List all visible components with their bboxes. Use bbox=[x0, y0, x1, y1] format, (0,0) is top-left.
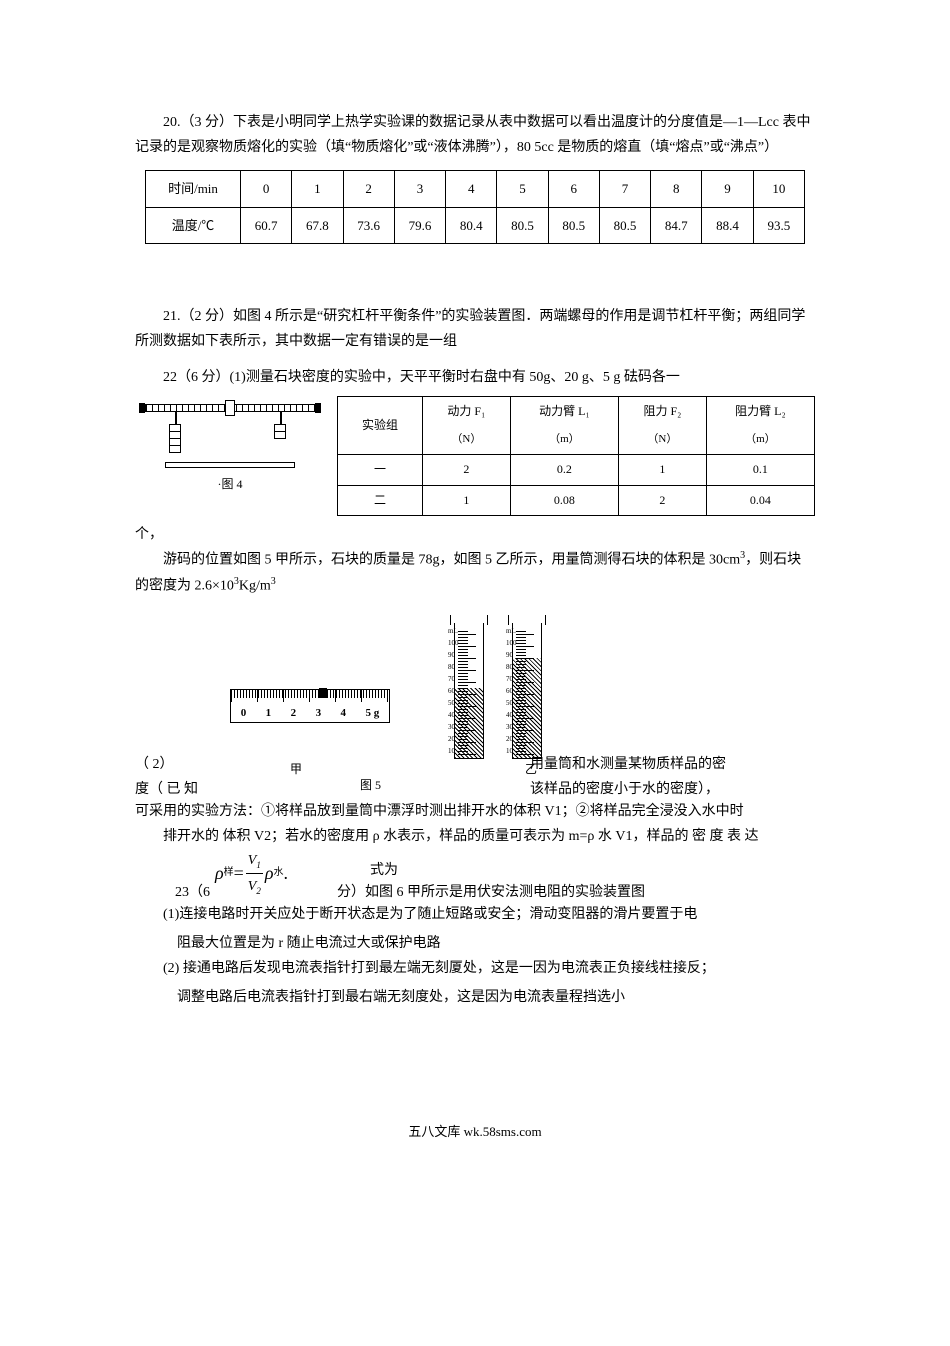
cell: 0.04 bbox=[706, 485, 814, 516]
row2-header: 温度/℃ bbox=[146, 207, 241, 243]
q22-para4: 排开水的 体积 V2；若水的密度用 ρ 水表示，样品的质量可表示为 m=ρ 水 … bbox=[135, 824, 815, 849]
cell: 3 bbox=[394, 171, 445, 207]
cell: 2 bbox=[343, 171, 394, 207]
q23-start: 23（6 分）如图 6 甲所示是用伏安法测电阻的实验装置图 bbox=[175, 880, 645, 905]
h4-bot: （N） bbox=[618, 426, 706, 454]
table-row: 一 2 0.2 1 0.1 bbox=[338, 455, 815, 486]
ruler-labels: 0 1 2 3 4 5 g bbox=[231, 704, 389, 724]
cell: 5 bbox=[497, 171, 548, 207]
cell: 8 bbox=[651, 171, 702, 207]
q20-text: 20.（3 分）下表是小明同学上热学实验课的数据记录从表中数据可以看出温度计的分… bbox=[135, 110, 815, 160]
lever-diagram: ·图 4 bbox=[135, 396, 325, 496]
cell: 二 bbox=[338, 485, 423, 516]
formula-line: ρ 样 = V1 V2 ρ 水 . 式为 23（6 分）如图 6 甲所示是用伏安… bbox=[135, 854, 815, 902]
cylinder-1: mL 100 90 80 70 60 50 40 30 20 10 bbox=[450, 609, 488, 759]
cylinder-group: mL 100 90 80 70 60 50 40 30 20 10 mL 100… bbox=[450, 609, 546, 759]
q23a: 23（6 bbox=[175, 885, 210, 900]
cell: 4 bbox=[446, 171, 497, 207]
degree-line: 度（ 已 知 bbox=[135, 782, 198, 797]
fig5-caption: 图 5 bbox=[360, 775, 381, 797]
table-row: 时间/min 0 1 2 3 4 5 6 7 8 9 10 bbox=[146, 171, 805, 207]
ruler-label: 0 bbox=[241, 704, 247, 724]
q21-text: 21.（2 分）如图 4 所示是“研究杠杆平衡条件”的实验装置图．两端螺母的作用… bbox=[135, 304, 815, 354]
cell: 1 bbox=[292, 171, 343, 207]
para2c: Kg/m bbox=[239, 579, 271, 594]
ruler-label: 5 g bbox=[365, 704, 379, 724]
right-wrap: 用量筒和水测量某物质样品的密 该样品的密度小于水的密度）， bbox=[530, 752, 830, 802]
q23-p1: (1)连接电路时开关应处于断开状态是为了随止短路或安全；滑动变阻器的滑片要置于电 bbox=[135, 902, 815, 927]
table-row: 实验组 动力 F₁ 动力臂 L₁ 阻力 F₂ 阻力臂 L₂ bbox=[338, 396, 815, 426]
cell: 84.7 bbox=[651, 207, 702, 243]
ruler-label: 1 bbox=[266, 704, 272, 724]
cell: 80.4 bbox=[446, 207, 497, 243]
right2a: 用量筒和水测量某物质样品的密 bbox=[530, 757, 726, 772]
left2-text: （ 2） 度（ 已 知 bbox=[135, 752, 198, 802]
cell: 88.4 bbox=[702, 207, 753, 243]
h2-top: 动力 F₁ bbox=[422, 396, 510, 426]
cell: 0.1 bbox=[706, 455, 814, 486]
left2: （ 2） bbox=[135, 757, 174, 772]
ruler-label: 4 bbox=[341, 704, 347, 724]
para2a: 游码的位置如图 5 甲所示，石块的质量是 78g，如图 5 乙所示，用量筒测得石… bbox=[163, 553, 740, 568]
cell: 2 bbox=[618, 485, 706, 516]
lever-table: 实验组 动力 F₁ 动力臂 L₁ 阻力 F₂ 阻力臂 L₂ （N） （m） （N… bbox=[337, 396, 815, 517]
footer: 五八文库 wk.58sms.com bbox=[135, 1120, 815, 1143]
cyl-scale-labels: mL 100 90 80 70 60 50 40 30 20 10 bbox=[448, 625, 459, 757]
cell: 0.08 bbox=[510, 485, 618, 516]
q23-p1-cont: 阻最大位置是为 r 随止电流过大或保护电路 bbox=[135, 931, 815, 956]
cell: 0 bbox=[241, 171, 292, 207]
ruler-label: 2 bbox=[291, 704, 297, 724]
ge-text: 个， bbox=[135, 522, 815, 547]
cell: 1 bbox=[618, 455, 706, 486]
cell: 80.5 bbox=[497, 207, 548, 243]
right2b: 该样品的密度小于水的密度）， bbox=[530, 782, 719, 797]
table-row: 温度/℃ 60.7 67.8 73.6 79.6 80.4 80.5 80.5 … bbox=[146, 207, 805, 243]
h1: 实验组 bbox=[338, 396, 423, 454]
q20-table: 时间/min 0 1 2 3 4 5 6 7 8 9 10 温度/℃ 60.7 … bbox=[145, 170, 805, 244]
q22-intro: 22（6 分）(1)测量石块密度的实验中，天平平衡时右盘中有 50g、20 g、… bbox=[135, 365, 815, 390]
cell: 80.5 bbox=[548, 207, 599, 243]
cyl-scale-labels: mL 100 90 80 70 60 50 40 30 20 10 bbox=[506, 625, 517, 757]
table-row: 二 1 0.08 2 0.04 bbox=[338, 485, 815, 516]
cell: 60.7 bbox=[241, 207, 292, 243]
h4-top: 阻力 F₂ bbox=[618, 396, 706, 426]
cell: 93.5 bbox=[753, 207, 804, 243]
ruler-label: 3 bbox=[316, 704, 322, 724]
fig5-container: （ 2） 度（ 已 知 0 1 2 3 4 5 g 甲 bbox=[135, 609, 815, 799]
h2-bot: （N） bbox=[422, 426, 510, 454]
cell: 67.8 bbox=[292, 207, 343, 243]
cylinder-2: mL 100 90 80 70 60 50 40 30 20 10 bbox=[508, 609, 546, 759]
jia-label: 甲 bbox=[290, 759, 302, 781]
cell: 9 bbox=[702, 171, 753, 207]
ruler-diagram: 0 1 2 3 4 5 g bbox=[230, 689, 390, 723]
cell: 0.2 bbox=[510, 455, 618, 486]
row1-header: 时间/min bbox=[146, 171, 241, 207]
cell: 80.5 bbox=[599, 207, 650, 243]
lever-caption: ·图 4 bbox=[135, 474, 325, 496]
cell: 1 bbox=[422, 485, 510, 516]
h3-top: 动力臂 L₁ bbox=[510, 396, 618, 426]
cell: 10 bbox=[753, 171, 804, 207]
q22-figure-table: ·图 4 实验组 动力 F₁ 动力臂 L₁ 阻力 F₂ 阻力臂 L₂ （N） （… bbox=[135, 396, 815, 517]
q23b: 分）如图 6 甲所示是用伏安法测电阻的实验装置图 bbox=[337, 885, 645, 900]
q22-para3: 可采用的实验方法：①将样品放到量筒中漂浮时测出排开水的体积 V1；②将样品完全浸… bbox=[135, 799, 815, 824]
cell: 73.6 bbox=[343, 207, 394, 243]
h5-top: 阻力臂 L₂ bbox=[706, 396, 814, 426]
cell: 一 bbox=[338, 455, 423, 486]
h3-bot: （m） bbox=[510, 426, 618, 454]
q23-p2-cont: 调整电路后电流表指针打到最右端无刻度处，这是因为电流表量程挡选小 bbox=[135, 985, 815, 1010]
q23-p2: (2) 接通电路后发现电流表指针打到最左端无刻厦处，这是一因为电流表正负接线柱接… bbox=[135, 956, 815, 981]
para4: 排开水的 体积 V2；若水的密度用 ρ 水表示，样品的质量可表示为 m=ρ 水 … bbox=[163, 829, 758, 844]
cell: 2 bbox=[422, 455, 510, 486]
q22-para2: 游码的位置如图 5 甲所示，石块的质量是 78g，如图 5 乙所示，用量筒测得石… bbox=[135, 547, 815, 599]
h5-bot: （m） bbox=[706, 426, 814, 454]
cell: 6 bbox=[548, 171, 599, 207]
cell: 7 bbox=[599, 171, 650, 207]
cell: 79.6 bbox=[394, 207, 445, 243]
